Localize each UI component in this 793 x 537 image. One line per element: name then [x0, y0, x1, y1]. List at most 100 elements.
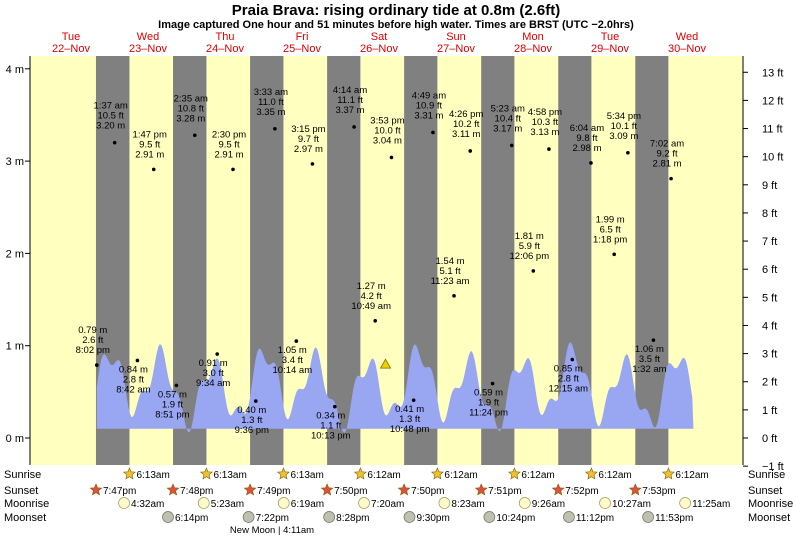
- moonrise-time: 8:23am: [451, 499, 484, 510]
- moonrise-time: 4:32am: [131, 499, 164, 510]
- row-label-left: Sunrise: [4, 469, 41, 481]
- tide-label: 2.98 m: [572, 143, 601, 154]
- right-tick-label: 3 ft: [762, 349, 777, 361]
- row-label-right: Sunrise: [748, 469, 785, 481]
- tide-point: [112, 140, 117, 145]
- tide-label: 9.2 ft: [657, 149, 678, 160]
- moonrise-time: 10:27am: [612, 499, 651, 510]
- tide-label: 8:51 pm: [155, 409, 189, 420]
- tide-label: 7:02 am: [650, 139, 684, 150]
- tide-label: 6:04 am: [570, 123, 604, 134]
- tide-point: [570, 357, 575, 362]
- day-header-dow: Tue: [62, 31, 81, 43]
- right-tick-label: 12 ft: [762, 95, 783, 107]
- tide-label: 10:48 pm: [390, 424, 430, 435]
- sunset-time: 7:52pm: [565, 486, 598, 497]
- tide-label: 3:53 pm: [370, 115, 404, 126]
- tide-label: 3.17 m: [493, 123, 522, 134]
- tide-point: [452, 294, 456, 298]
- moonset-icon: [323, 511, 336, 523]
- tide-point: [294, 339, 299, 343]
- row-label-right: Moonset: [748, 512, 790, 524]
- tide-label: 4:49 am: [412, 90, 446, 101]
- tide-label: 2.81 m: [653, 159, 682, 170]
- right-tick-label: 7 ft: [762, 236, 777, 248]
- day-header-dow: Wed: [676, 31, 698, 43]
- tide-point: [215, 352, 219, 356]
- axes: 0 m 1 m 2 m 3 m 4 m −1 ft 0 ft 1 ft 2 ft 3 ft 4 ft…: [6, 31, 784, 473]
- moonrise-icon: [358, 497, 370, 509]
- moonrise-icon: [599, 497, 611, 509]
- row-label-left: Sunset: [4, 485, 38, 497]
- row-label-left: Moonset: [4, 512, 46, 524]
- moonrise-time: 7:20am: [371, 499, 404, 510]
- tide-point: [352, 125, 356, 129]
- moonset-icon: [483, 511, 496, 523]
- tide-label: 10.8 ft: [178, 103, 205, 114]
- tide-label: 3.20 m: [96, 121, 125, 132]
- right-tick-label: 6 ft: [762, 264, 777, 276]
- tide-point: [373, 318, 378, 323]
- moonset-time: 10:24pm: [496, 513, 535, 524]
- row-label-right: Sunset: [748, 485, 782, 497]
- tide-label: 0.34 m: [316, 411, 345, 422]
- tide-label: 3.4 ft: [282, 355, 303, 366]
- tide-label: 1.54 m: [435, 256, 464, 267]
- sunrise-icon: [353, 467, 367, 480]
- tide-point: [651, 338, 656, 342]
- tide-point: [547, 147, 551, 151]
- tide-point: [94, 363, 99, 367]
- moonrise-time: 6:19am: [291, 499, 324, 510]
- tide-label: 1:47 pm: [133, 129, 167, 140]
- tide-label: 1.1 ft: [320, 421, 341, 432]
- sunrise-icon: [199, 467, 213, 480]
- day-header-date: 27–Nov: [437, 43, 475, 55]
- tide-point: [254, 399, 258, 403]
- day-header-dow: Wed: [137, 31, 159, 43]
- sunset-time: 7:48pm: [180, 486, 213, 497]
- right-tick-label: 0 ft: [762, 433, 777, 445]
- moonset-icon: [242, 511, 255, 523]
- tide-label: 9.8 ft: [576, 133, 597, 144]
- left-tick-label: 4 m: [6, 64, 24, 76]
- day-header-dow: Mon: [522, 31, 543, 43]
- tide-label: 10:14 am: [273, 365, 313, 376]
- day-header-date: 28–Nov: [514, 43, 552, 55]
- tide-label: 0.57 m: [158, 389, 187, 400]
- right-tick-label: 11 ft: [762, 124, 783, 136]
- tide-point: [273, 126, 277, 131]
- tide-label: 2:35 am: [174, 93, 208, 104]
- tide-label: 4:26 pm: [449, 109, 483, 120]
- tide-label: 9:34 am: [196, 378, 230, 389]
- tide-label: 2:30 pm: [212, 129, 246, 140]
- moonset-icon: [162, 511, 174, 523]
- tide-label: 3.31 m: [414, 110, 443, 121]
- tide-label: 3.35 m: [256, 107, 285, 118]
- sunset-time: 7:47pm: [103, 486, 136, 497]
- sunset-icon: [320, 483, 334, 496]
- sunrise-icon: [430, 467, 444, 480]
- tide-point: [431, 130, 435, 135]
- tide-label: 3.0 ft: [203, 368, 224, 379]
- tide-label: 2.8 ft: [123, 374, 144, 385]
- tide-point: [669, 176, 673, 181]
- tide-label: 4.2 ft: [361, 291, 382, 302]
- right-tick-label: 9 ft: [762, 180, 777, 192]
- tide-label: 3:33 am: [254, 87, 288, 98]
- moonrise-icon: [197, 497, 210, 509]
- tide-label: 0.59 m: [474, 388, 503, 399]
- moonrise-icon: [277, 497, 290, 509]
- sunrise-icon: [661, 467, 675, 480]
- tide-label: 4:58 pm: [528, 107, 562, 118]
- moonrise-time: 9:26am: [532, 499, 565, 510]
- tide-label: 5:23 am: [491, 103, 525, 114]
- moonrise-time: 5:23am: [211, 499, 244, 510]
- tide-label: 10.3 ft: [532, 117, 559, 128]
- tide-point: [389, 155, 394, 160]
- tide-label: 0.79 m: [78, 325, 107, 336]
- day-header-date: 23–Nov: [129, 43, 167, 55]
- left-tick-label: 3 m: [6, 156, 24, 168]
- day-header-date: 24–Nov: [206, 43, 244, 55]
- day-header-dow: Tue: [601, 31, 620, 43]
